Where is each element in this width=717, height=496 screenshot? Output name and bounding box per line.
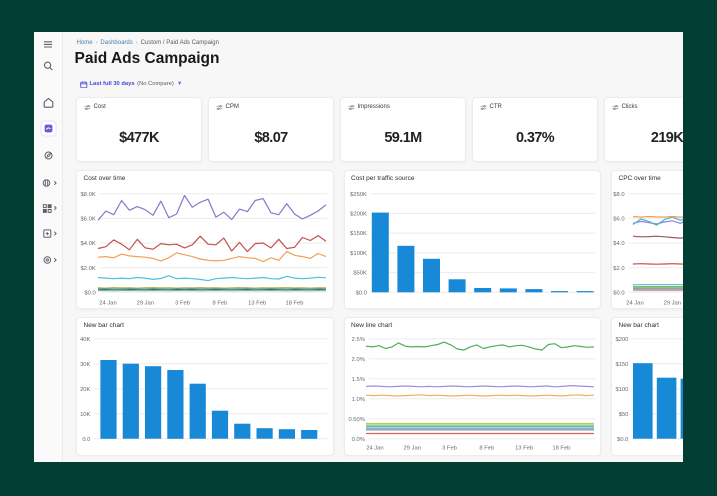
svg-text:13 Feb: 13 Feb bbox=[515, 446, 533, 452]
svg-text:$4.0K: $4.0K bbox=[81, 241, 96, 247]
svg-text:$50: $50 bbox=[619, 412, 629, 418]
svg-text:40K: 40K bbox=[80, 337, 90, 343]
svg-text:8 Feb: 8 Feb bbox=[479, 446, 494, 452]
svg-text:24 Jan: 24 Jan bbox=[99, 301, 116, 307]
svg-text:13 Feb: 13 Feb bbox=[248, 301, 266, 307]
svg-text:29 Jan: 29 Jan bbox=[664, 301, 681, 307]
svg-text:$200: $200 bbox=[615, 337, 628, 343]
svg-text:2.5%: 2.5% bbox=[351, 337, 364, 343]
svg-text:$0.0: $0.0 bbox=[355, 290, 366, 296]
svg-text:18 Feb: 18 Feb bbox=[552, 446, 570, 452]
svg-text:$6.0K: $6.0K bbox=[81, 217, 96, 223]
svg-text:$8.0K: $8.0K bbox=[81, 192, 96, 198]
svg-text:$6.0: $6.0 bbox=[613, 217, 624, 223]
svg-text:$50K: $50K bbox=[353, 271, 367, 277]
svg-text:3 Feb: 3 Feb bbox=[442, 446, 457, 452]
svg-text:20K: 20K bbox=[80, 387, 90, 393]
svg-text:30K: 30K bbox=[80, 362, 90, 368]
svg-text:2.0%: 2.0% bbox=[351, 357, 364, 363]
svg-text:$2.0: $2.0 bbox=[613, 266, 624, 272]
svg-text:29 Jan: 29 Jan bbox=[137, 301, 154, 307]
svg-text:0.50%: 0.50% bbox=[348, 417, 364, 423]
svg-text:29 Jan: 29 Jan bbox=[403, 446, 420, 452]
svg-text:$200K: $200K bbox=[350, 212, 367, 218]
svg-text:$150: $150 bbox=[615, 362, 628, 368]
svg-text:18 Feb: 18 Feb bbox=[285, 301, 303, 307]
svg-text:1.0%: 1.0% bbox=[351, 397, 364, 403]
svg-text:$8.0: $8.0 bbox=[613, 192, 624, 198]
svg-text:10K: 10K bbox=[80, 412, 90, 418]
svg-text:0.0: 0.0 bbox=[82, 437, 90, 443]
svg-text:$250K: $250K bbox=[350, 192, 367, 198]
svg-text:$0.0: $0.0 bbox=[613, 290, 624, 296]
svg-text:$0.0: $0.0 bbox=[84, 290, 95, 296]
svg-text:0.0%: 0.0% bbox=[351, 437, 364, 443]
svg-text:1.5%: 1.5% bbox=[351, 377, 364, 383]
svg-text:8 Feb: 8 Feb bbox=[212, 301, 227, 307]
svg-text:$150K: $150K bbox=[350, 231, 367, 237]
svg-text:$4.0: $4.0 bbox=[613, 241, 624, 247]
svg-text:24 Jan: 24 Jan bbox=[366, 446, 383, 452]
svg-text:$2.0K: $2.0K bbox=[81, 266, 96, 272]
svg-text:24 Jan: 24 Jan bbox=[626, 301, 643, 307]
svg-text:$100: $100 bbox=[615, 387, 628, 393]
svg-text:3 Feb: 3 Feb bbox=[175, 301, 190, 307]
svg-text:$0.0: $0.0 bbox=[617, 437, 628, 443]
svg-text:$100K: $100K bbox=[350, 251, 367, 257]
